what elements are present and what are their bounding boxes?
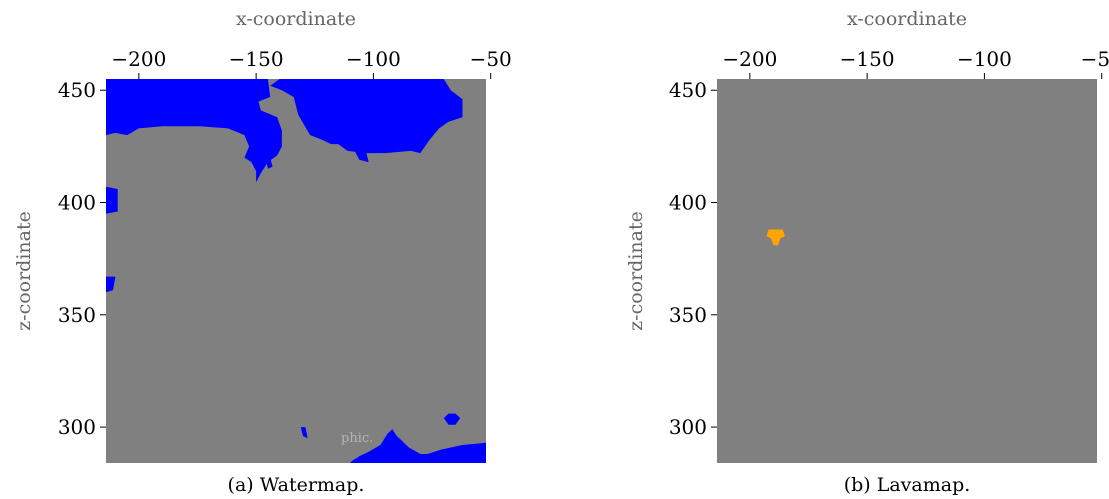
x-axis-title: x-coordinate [847,8,967,30]
lavamap-chart: x-coordinate z-coordinate (b) Lavamap. −… [625,8,1109,496]
water-east-bay-region [350,429,486,463]
y-tick-label: 400 [58,191,96,215]
lava-patch-region [766,229,785,246]
y-tick-label: 400 [669,191,707,215]
lavamap-panel: x-coordinate z-coordinate (b) Lavamap. −… [555,0,1109,499]
x-tick-label: −100 [957,47,1012,71]
lavamap-caption: (b) Lavamap. [844,474,971,496]
lava-regions [766,229,785,246]
y-tick-label: 450 [58,78,96,102]
watermap-caption: (a) Watermap. [228,474,365,496]
faint-overlay-text: phic. [341,431,373,446]
watermap-panel: x-coordinate z-coordinate (a) Watermap. … [13,8,512,496]
x-tick-label: −50 [470,47,512,71]
water-speck-2-region [265,157,273,169]
y-tick-label: 300 [58,415,96,439]
water-northeast-region [270,79,463,154]
y-tick-label: 350 [669,303,707,327]
x-tick-label: −100 [346,47,401,71]
x-tick-label: −200 [111,47,166,71]
y-tick-label: 450 [669,78,707,102]
x-axis-title: x-coordinate [236,8,356,30]
x-tick-label: −150 [840,47,895,71]
x-tick-label: −50 [1081,47,1109,71]
x-tick-label: −150 [229,47,284,71]
water-speck-3-region [354,150,369,163]
water-regions [106,79,486,463]
y-axis-title: z-coordinate [13,211,35,331]
y-tick-label: 300 [669,415,707,439]
water-north-region [106,79,282,183]
watermap-chart: x-coordinate z-coordinate (a) Watermap. … [13,8,512,496]
plot-background [717,79,1097,463]
x-tick-label: −200 [722,47,777,71]
water-west-edge-2-region [106,276,116,293]
y-axis-title: z-coordinate [625,211,647,331]
water-west-edge-1-region [106,186,118,214]
water-pond-region [443,413,461,425]
water-speck-1-region [300,427,308,439]
y-tick-label: 350 [58,303,96,327]
